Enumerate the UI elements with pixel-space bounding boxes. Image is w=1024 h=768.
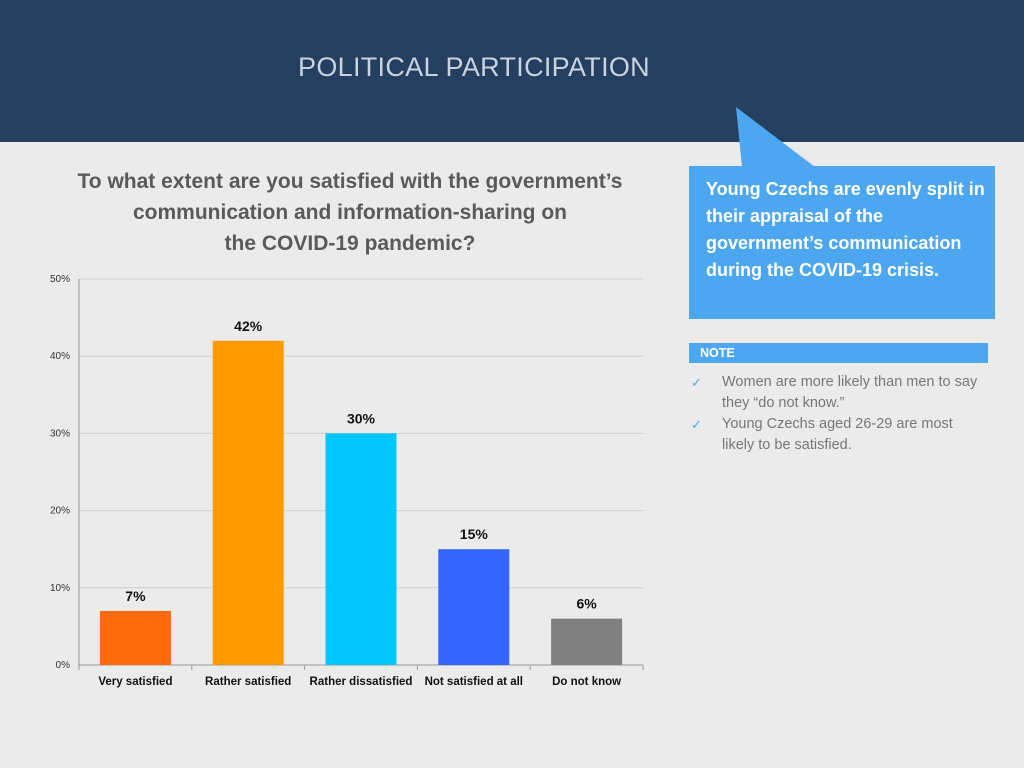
y-tick-label: 30% [50,428,70,439]
chart-question: To what extent are you satisfied with th… [40,166,660,259]
x-tick-label: Not satisfied at all [425,676,523,688]
bar-3 [438,549,510,665]
data-label: 15% [460,526,489,542]
x-tick-label: Rather dissatisfied [310,676,413,688]
y-tick-label: 0% [56,660,71,671]
header-banner: POLITICAL PARTICIPATION [0,0,1024,142]
question-line: communication and information-sharing on [132,201,567,224]
note-text: Young Czechs aged 26-29 are most likely … [722,416,953,453]
bar-4 [551,618,623,665]
data-label: 6% [576,596,597,612]
y-tick-label: 50% [50,274,70,285]
note-list: ✓ Women are more likely than men to say … [689,372,989,456]
y-tick-label: 40% [50,351,70,362]
checkmark-icon: ✓ [691,375,702,390]
note-text: Women are more likely than men to say th… [722,374,978,411]
data-label: 30% [347,410,376,426]
bar-1 [212,340,284,665]
note-item: ✓ Women are more likely than men to say … [689,372,989,414]
bar-0 [99,610,171,665]
question-line: To what extent are you satisfied with th… [77,170,623,193]
x-tick-label: Very satisfied [98,676,172,688]
y-tick-label: 10% [50,583,70,594]
x-tick-label: Rather satisfied [205,676,291,688]
x-tick-label: Do not know [552,676,621,688]
page-title: POLITICAL PARTICIPATION [298,52,650,82]
checkmark-icon: ✓ [691,417,702,432]
note-label: NOTE [689,343,988,363]
callout-box: Young Czechs are evenly split in their a… [689,166,995,319]
data-label: 42% [234,318,263,334]
note-item: ✓ Young Czechs aged 26-29 are most likel… [689,414,989,456]
data-label: 7% [125,588,146,604]
bar-2 [325,433,397,665]
question-line: the COVID-19 pandemic? [224,232,476,255]
y-tick-label: 20% [50,506,70,517]
